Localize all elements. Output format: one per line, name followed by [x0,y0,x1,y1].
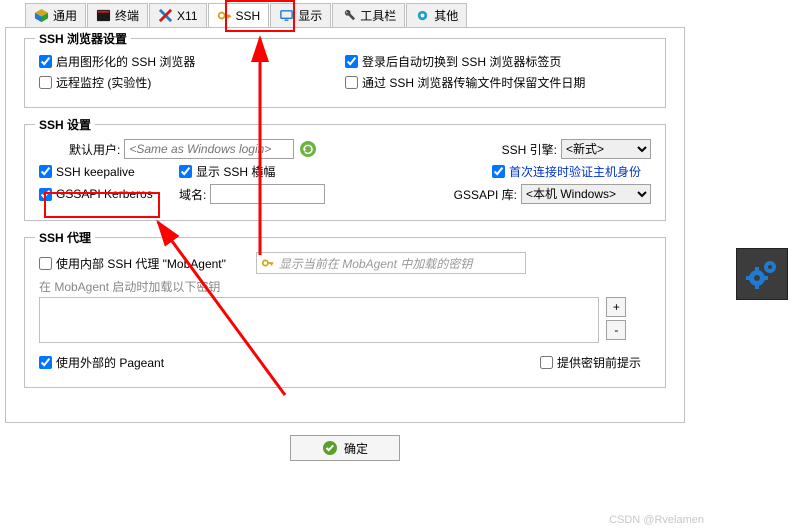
group-ssh-browser: SSH 浏览器设置 启用图形化的 SSH 浏览器 登录后自动切换到 SSH 浏览… [24,38,666,108]
loaded-keys-display[interactable]: 显示当前在 MobAgent 中加载的密钥 [256,252,526,274]
chk-show-banner[interactable]: 显示 SSH 横幅 [179,163,482,180]
chk-enable-graphical[interactable]: 启用图形化的 SSH 浏览器 [39,53,335,70]
floating-settings-icon[interactable] [736,248,788,300]
domain-input[interactable] [210,184,325,204]
check-icon [322,440,338,456]
gears-icon [742,254,782,294]
tab-label: 其他 [434,7,458,24]
wrench-icon [341,8,356,23]
group-ssh-agent: SSH 代理 使用内部 SSH 代理 "MobAgent" 显示当前在 MobA… [24,237,666,388]
chk-use-internal-agent[interactable]: 使用内部 SSH 代理 "MobAgent" [39,255,226,272]
load-keys-label: 在 MobAgent 启动时加载以下密钥 [39,278,651,295]
gssapi-lib-select[interactable]: <本机 Windows> [521,184,651,204]
chk-preserve-date[interactable]: 通过 SSH 浏览器传输文件时保留文件日期 [345,74,641,91]
group-ssh-settings: SSH 设置 默认用户: SSH 引擎: <新式> [24,124,666,221]
chk-use-external-pageant[interactable]: 使用外部的 Pageant [39,354,164,371]
gssapi-lib-label: GSSAPI 库: [454,186,517,203]
tab-label: 通用 [53,7,77,24]
add-key-button[interactable]: + [606,297,626,317]
group-title: SSH 代理 [35,229,95,246]
tab-x11[interactable]: X11 [149,3,206,27]
x11-icon [158,8,173,23]
tab-label: SSH [236,9,261,23]
chk-gssapi[interactable]: GSSAPI Kerberos [39,187,169,201]
default-user-label: 默认用户: [69,141,120,158]
tab-label: X11 [177,9,197,23]
tab-label: 显示 [298,7,322,24]
chk-prompt-key[interactable]: 提供密钥前提示 [540,354,641,371]
tab-display[interactable]: 显示 [270,3,331,27]
refresh-icon[interactable] [299,140,317,158]
chk-remote-monitor[interactable]: 远程监控 (实验性) [39,74,335,91]
gear-icon [415,8,430,23]
ok-button[interactable]: 确定 [290,435,400,461]
domain-label: 域名: [179,186,206,203]
watermark: CSDN @Rvelamen [609,514,704,526]
ssh-engine-select[interactable]: <新式> [561,139,651,159]
chk-verify-host[interactable]: 首次连接时验证主机身份 [492,163,641,180]
tab-strip: 通用 终端 X11 SSH [5,0,685,28]
keys-listbox[interactable] [39,297,599,343]
key-icon [261,256,275,270]
default-user-input[interactable] [124,139,294,159]
tab-toolbar[interactable]: 工具栏 [332,3,405,27]
tab-general[interactable]: 通用 [25,3,86,27]
chk-auto-switch[interactable]: 登录后自动切换到 SSH 浏览器标签页 [345,53,641,70]
tab-other[interactable]: 其他 [406,3,467,27]
group-title: SSH 设置 [35,116,95,133]
remove-key-button[interactable]: - [606,320,626,340]
key-icon [217,8,232,23]
chk-ssh-keepalive[interactable]: SSH keepalive [39,165,169,179]
tab-label: 工具栏 [360,7,396,24]
tab-terminal[interactable]: 终端 [87,3,148,27]
tab-ssh[interactable]: SSH [208,3,270,27]
terminal-icon [96,8,111,23]
ssh-panel: SSH 浏览器设置 启用图形化的 SSH 浏览器 登录后自动切换到 SSH 浏览… [5,28,685,423]
ssh-engine-label: SSH 引擎: [502,141,557,158]
cube-icon [34,8,49,23]
group-title: SSH 浏览器设置 [35,30,131,47]
display-icon [279,8,294,23]
tab-label: 终端 [115,7,139,24]
